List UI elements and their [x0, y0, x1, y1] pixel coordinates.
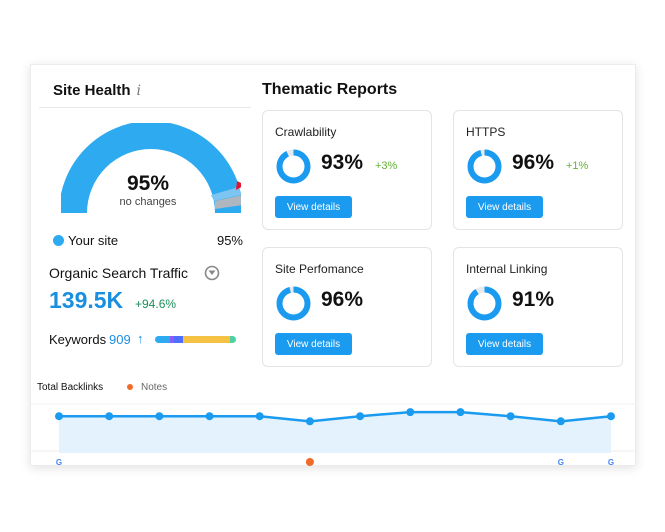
backlinks-point[interactable]: [105, 412, 114, 421]
donut-fill: [467, 149, 502, 184]
gauge-arc: [61, 123, 241, 214]
report-card-crawlability: Crawlability 93% +3% View details: [262, 110, 432, 230]
gauge-marker: [236, 181, 241, 190]
backlinks-point[interactable]: [55, 412, 63, 421]
view-details-button[interactable]: View details: [275, 196, 352, 218]
legend-dot: [53, 235, 64, 246]
report-name: Site Perfomance: [275, 262, 364, 276]
report-value: 96%: [512, 151, 555, 174]
report-name: Crawlability: [275, 125, 337, 139]
divider: [39, 107, 251, 108]
site-health-gauge: [61, 123, 241, 214]
total-backlinks-label: Total Backlinks: [37, 382, 104, 393]
legend-value: 95%: [216, 233, 243, 248]
backlinks-line: [59, 410, 612, 423]
report-change: +1%: [566, 160, 589, 172]
keywords-bar-segment: [183, 336, 231, 343]
traffic-source-icon[interactable]: [204, 265, 220, 281]
organic-traffic-label: Organic Search Traffic: [49, 265, 189, 281]
donut-fill: [276, 286, 311, 321]
keywords-value[interactable]: 909: [109, 332, 131, 347]
site-health-score: 95%: [126, 172, 170, 195]
organic-traffic-value: 139.5K: [49, 287, 124, 313]
report-name: HTTPS: [466, 125, 506, 139]
report-value: 93%: [321, 151, 364, 174]
view-details-button[interactable]: View details: [275, 333, 352, 355]
keywords-bar-segment: [230, 336, 236, 343]
info-icon[interactable]: i: [136, 83, 142, 99]
up-arrow-icon: ↑: [137, 331, 144, 346]
report-change: +3%: [375, 160, 398, 172]
backlinks-point[interactable]: [556, 417, 565, 426]
view-details-button[interactable]: View details: [466, 196, 543, 218]
note-marker[interactable]: [305, 458, 314, 466]
donut-fill: [467, 286, 502, 321]
keywords-distribution-bar: [155, 336, 236, 343]
google-icon[interactable]: G: [558, 458, 564, 467]
thematic-reports-title: Thematic Reports: [262, 81, 398, 98]
gauge-segment-grey: [215, 195, 241, 209]
donut-icon: [276, 286, 311, 321]
report-card-site-performance: Site Perfomance 96% View details: [262, 247, 432, 367]
legend-label: Your site: [68, 233, 119, 248]
backlinks-point[interactable]: [607, 412, 615, 421]
report-card-https: HTTPS 96% +1% View details: [453, 110, 623, 230]
notes-label[interactable]: Notes: [141, 382, 168, 393]
backlinks-point[interactable]: [356, 412, 365, 421]
backlinks-point[interactable]: [506, 412, 515, 421]
backlinks-point[interactable]: [406, 408, 415, 417]
backlinks-area: [59, 412, 611, 453]
report-name: Internal Linking: [466, 262, 548, 276]
backlinks-point[interactable]: [305, 417, 314, 426]
keywords-bar-segment: [155, 336, 170, 343]
google-icon[interactable]: G: [56, 458, 62, 467]
site-health-title: Site Health i: [53, 82, 142, 99]
keywords-label: Keywords: [49, 332, 107, 347]
site-health-subtitle: no changes: [119, 196, 177, 208]
view-details-button[interactable]: View details: [466, 333, 543, 355]
donut-icon: [467, 149, 502, 184]
backlinks-point[interactable]: [255, 412, 264, 421]
keywords-bar-segment: [169, 336, 174, 343]
backlinks-point[interactable]: [155, 412, 164, 421]
notes-dot: [127, 384, 133, 390]
google-icon[interactable]: G: [608, 458, 614, 467]
dashboard-card: Site Health i 95% no changes Your site 95…: [30, 64, 636, 467]
keywords-bar-segment: [173, 336, 184, 343]
legend-your-site: Your site 95%: [53, 233, 243, 249]
backlinks-point[interactable]: [205, 412, 214, 421]
report-value: 91%: [512, 288, 555, 311]
report-card-internal-linking: Internal Linking 91% View details: [453, 247, 623, 367]
backlinks-point[interactable]: [456, 408, 465, 417]
organic-traffic-change: +94.6%: [135, 297, 177, 311]
report-value: 96%: [321, 288, 364, 311]
gauge-segment-light: [211, 187, 241, 201]
donut-icon: [467, 286, 502, 321]
donut-fill: [276, 149, 311, 184]
donut-icon: [276, 149, 311, 184]
